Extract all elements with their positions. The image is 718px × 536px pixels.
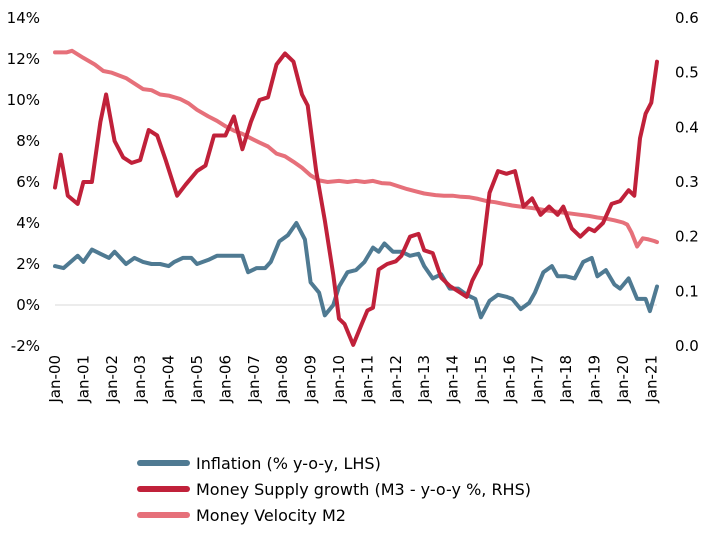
x-tick-label: Jan-20 — [614, 355, 632, 404]
x-tick-label: Jan-01 — [74, 355, 92, 404]
x-tick-label: Jan-18 — [557, 355, 575, 404]
money-velocity-line — [53, 48, 659, 249]
left-tick-label: 6% — [16, 173, 40, 191]
right-axis: 0.0 0.1 0.2 0.3 0.4 0.5 0.6 — [675, 9, 699, 355]
x-tick-label: Jan-08 — [273, 355, 291, 404]
left-tick-label: 2% — [16, 255, 40, 273]
left-axis: -2% 0% 2% 4% 6% 8% 10% 12% 14% — [7, 9, 40, 355]
x-tick-label: Jan-05 — [188, 355, 206, 404]
right-tick-label: 0.6 — [675, 9, 699, 27]
inflation-line — [53, 221, 659, 320]
x-tick-label: Jan-03 — [131, 355, 149, 404]
right-tick-label: 0.1 — [675, 282, 699, 300]
x-tick-label: Jan-02 — [103, 355, 121, 404]
x-tick-label: Jan-06 — [216, 355, 234, 404]
x-tick-label: Jan-12 — [387, 355, 405, 404]
legend-label: Money Velocity M2 — [196, 506, 346, 525]
x-tick-label: Jan-21 — [642, 355, 660, 404]
legend-item-money-velocity: Money Velocity M2 — [137, 506, 346, 525]
x-tick-label: Jan-13 — [415, 355, 433, 404]
legend-item-inflation: Inflation (% y-o-y, LHS) — [137, 454, 381, 473]
legend: Inflation (% y-o-y, LHS) Money Supply gro… — [137, 454, 531, 525]
x-tick-label: Jan-16 — [500, 355, 518, 404]
x-tick-label: Jan-11 — [358, 355, 376, 404]
legend-label: Inflation (% y-o-y, LHS) — [196, 454, 381, 473]
left-tick-label: -2% — [11, 337, 40, 355]
x-tick-label: Jan-19 — [586, 355, 604, 404]
x-tick-label: Jan-07 — [245, 355, 263, 404]
left-tick-label: 0% — [16, 296, 40, 314]
left-tick-label: 10% — [7, 91, 40, 109]
x-tick-label: Jan-09 — [302, 355, 320, 404]
x-tick-label: Jan-15 — [472, 355, 490, 404]
x-tick-label: Jan-17 — [529, 355, 547, 404]
plot-area — [53, 48, 659, 347]
left-tick-label: 14% — [7, 9, 40, 27]
x-tick-label: Jan-00 — [46, 355, 64, 404]
legend-label: Money Supply growth (M3 - y-o-y %, RHS) — [196, 480, 531, 499]
x-axis: Jan-00 Jan-01 Jan-02 Jan-03 Jan-04 Jan-05 Jan-… — [46, 355, 660, 404]
right-tick-label: 0.4 — [675, 118, 699, 136]
left-tick-label: 4% — [16, 214, 40, 232]
legend-item-money-supply: Money Supply growth (M3 - y-o-y %, RHS) — [137, 480, 531, 499]
right-tick-label: 0.0 — [675, 337, 699, 355]
right-tick-label: 0.3 — [675, 173, 699, 191]
x-tick-label: Jan-14 — [444, 355, 462, 404]
money-supply-line — [53, 51, 659, 347]
x-tick-label: Jan-10 — [330, 355, 348, 404]
right-tick-label: 0.2 — [675, 228, 699, 246]
left-tick-label: 8% — [16, 132, 40, 150]
right-tick-label: 0.5 — [675, 64, 699, 82]
x-tick-label: Jan-04 — [160, 355, 178, 404]
left-tick-label: 12% — [7, 50, 40, 68]
